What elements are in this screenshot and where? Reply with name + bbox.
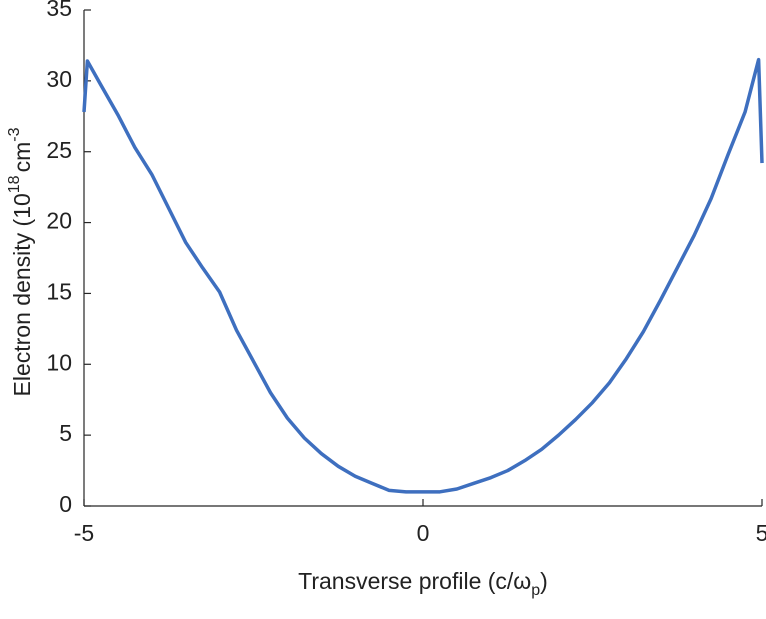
- y-tick-label: 10: [46, 349, 72, 375]
- y-label-unit: cm: [9, 142, 35, 173]
- y-tick-label: 30: [46, 66, 72, 92]
- data-line: [82, 57, 764, 494]
- y-label-main: Electron density (10: [9, 193, 35, 396]
- y-tick-label: 20: [46, 208, 72, 234]
- x-axis-label: Transverse profile (c/ωp): [298, 568, 548, 599]
- x-label-main: Transverse profile (c/ω: [298, 568, 531, 594]
- y-axis-label: Electron density (1018 cm-3: [6, 127, 35, 396]
- y-tick-label: 5: [59, 420, 72, 446]
- x-label-end: ): [540, 568, 548, 594]
- x-tick-label: 0: [417, 520, 430, 546]
- y-label-exp: -3: [6, 127, 23, 141]
- y-tick-label: 0: [59, 491, 72, 517]
- y-tick-label: 25: [46, 137, 72, 163]
- y-tick-label: 35: [46, 0, 72, 21]
- x-tick-label: 5: [756, 520, 766, 546]
- y-tick-label: 15: [46, 279, 72, 305]
- y-label-sup: 18: [6, 175, 23, 193]
- x-tick-label: -5: [74, 520, 94, 546]
- x-label-sub: p: [531, 582, 540, 599]
